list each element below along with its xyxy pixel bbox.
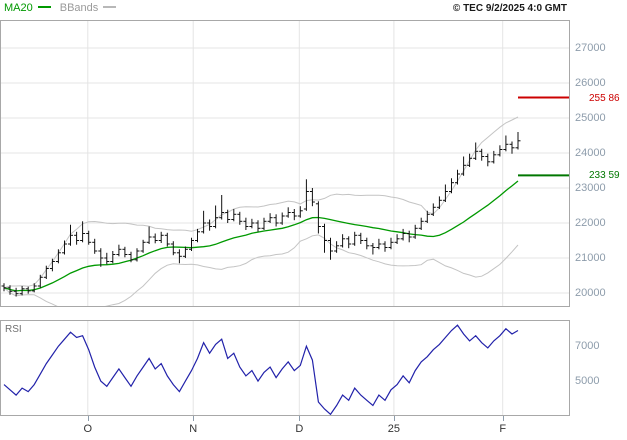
month-label: N (189, 423, 198, 435)
rsi-tick-label: 7000 (575, 340, 600, 353)
month-label: O (83, 423, 93, 435)
price-tick-label: 24000 (575, 147, 606, 159)
month-tick (502, 416, 504, 421)
bollinger-lower-line (3, 234, 519, 307)
ma20-line (3, 180, 519, 292)
price-tick-label: 25000 (575, 112, 606, 124)
price-tick-label: 23000 (575, 182, 606, 194)
legend-ma20-label: MA20 (4, 2, 33, 14)
ma20-legend-line (37, 6, 51, 9)
price-chart (0, 20, 570, 307)
month-tick (299, 416, 301, 421)
rsi-line (3, 324, 519, 416)
price-tick-label: 27000 (575, 42, 606, 54)
rsi-tick-label: 5000 (575, 375, 600, 388)
month-label: 25 (387, 423, 401, 435)
rsi-panel-title: RSI (5, 324, 22, 335)
level-label: 255 86 (589, 92, 620, 104)
price-tick-label: 26000 (575, 77, 606, 89)
month-tick (393, 416, 395, 421)
month-tick (87, 416, 89, 421)
month-label: D (295, 423, 304, 435)
rsi-chart (0, 320, 570, 416)
time-axis: O N D 25 F (0, 416, 570, 440)
legend-bbands-label: BBands (59, 2, 99, 14)
price-tick-label: 22000 (575, 217, 606, 229)
candles (1, 132, 521, 297)
bollinger-upper-line (3, 116, 519, 289)
copyright-text: © TEC 9/2/2025 4:0 GMT (452, 3, 567, 14)
level-label: 233 59 (589, 170, 620, 182)
price-tick-label: 20000 (575, 287, 606, 299)
month-tick (193, 416, 195, 421)
price-panel-border (0, 20, 570, 307)
price-tick-label: 21000 (575, 252, 606, 264)
price-axis: 27000 26000 25000 24000 23000 22000 21000 20000… (570, 0, 627, 440)
rsi-panel-border (0, 320, 570, 416)
bbands-legend-line (103, 6, 117, 9)
month-label: F (499, 423, 507, 435)
legend-bar: MA20 BBands (4, 2, 125, 14)
